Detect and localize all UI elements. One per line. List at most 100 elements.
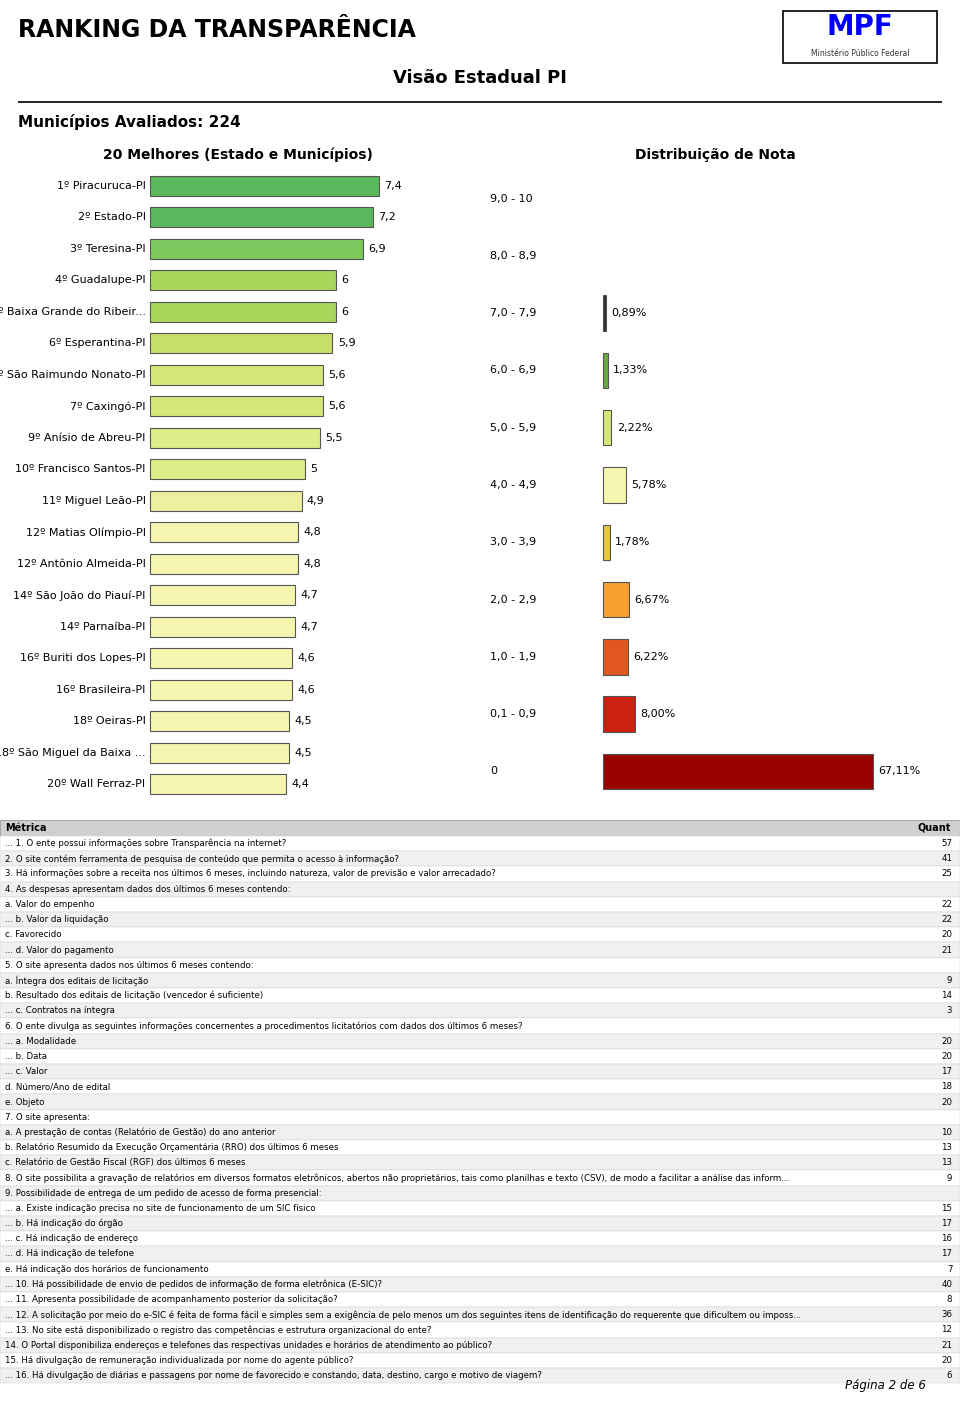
Text: a. Valor do empenho: a. Valor do empenho xyxy=(5,900,94,910)
FancyBboxPatch shape xyxy=(150,397,324,415)
Text: 20: 20 xyxy=(942,1356,952,1364)
Text: 4,5: 4,5 xyxy=(295,748,312,758)
Text: 6. O ente divulga as seguintes informações concernentes a procedimentos licitató: 6. O ente divulga as seguintes informaçõ… xyxy=(5,1021,522,1031)
Text: ... b. Data: ... b. Data xyxy=(5,1052,47,1060)
Text: 1,78%: 1,78% xyxy=(615,538,651,548)
Text: 1,33%: 1,33% xyxy=(613,366,648,376)
Text: 14. O Portal disponibiliza endereços e telefones das respectivas unidades e horá: 14. O Portal disponibiliza endereços e t… xyxy=(5,1340,492,1350)
Text: 14º São João do Piauí-PI: 14º São João do Piauí-PI xyxy=(13,590,146,600)
Text: 12º Antônio Almeida-PI: 12º Antônio Almeida-PI xyxy=(16,559,146,569)
FancyBboxPatch shape xyxy=(150,459,304,479)
Text: ... 16. Há divulgação de diárias e passagens por nome de favorecido e constando,: ... 16. Há divulgação de diárias e passa… xyxy=(5,1371,541,1380)
Text: 9º Anísio de Abreu-PI: 9º Anísio de Abreu-PI xyxy=(28,432,146,442)
Text: 0,89%: 0,89% xyxy=(612,308,647,318)
Text: 6: 6 xyxy=(341,307,348,317)
Text: ... 10. Há possibilidade de envio de pedidos de informação de forma eletrônica (: ... 10. Há possibilidade de envio de ped… xyxy=(5,1280,382,1290)
Text: 4,8: 4,8 xyxy=(303,527,322,538)
Text: ... a. Existe indicação precisa no site de funcionamento de um SIC físico: ... a. Existe indicação precisa no site … xyxy=(5,1204,315,1212)
Text: 5,9: 5,9 xyxy=(338,338,355,348)
Text: 10º Francisco Santos-PI: 10º Francisco Santos-PI xyxy=(15,465,146,474)
Text: 4,6: 4,6 xyxy=(298,653,315,663)
Text: 4,5: 4,5 xyxy=(295,717,312,727)
Text: 2. O site contém ferramenta de pesquisa de conteúdo que permita o acesso à infor: 2. O site contém ferramenta de pesquisa … xyxy=(5,855,398,863)
Text: 6: 6 xyxy=(947,1371,952,1380)
Text: 15: 15 xyxy=(942,1204,952,1212)
Text: 5. O site apresenta dados nos últimos 6 meses contendo:: 5. O site apresenta dados nos últimos 6 … xyxy=(5,960,253,970)
FancyBboxPatch shape xyxy=(150,649,292,667)
Text: 2,22%: 2,22% xyxy=(617,422,653,432)
Text: 4,0 - 4,9: 4,0 - 4,9 xyxy=(490,480,537,490)
Text: 9. Possibilidade de entrega de um pedido de acesso de forma presencial:: 9. Possibilidade de entrega de um pedido… xyxy=(5,1188,322,1198)
Text: 18: 18 xyxy=(942,1083,952,1091)
Text: 11º Miguel Leão-PI: 11º Miguel Leão-PI xyxy=(41,496,146,505)
Text: 1º Piracuruca-PI: 1º Piracuruca-PI xyxy=(57,180,146,190)
Text: RANKING DA TRANSPARÊNCIA: RANKING DA TRANSPARÊNCIA xyxy=(18,18,416,42)
Text: 21: 21 xyxy=(942,1340,952,1350)
Text: ... c. Contratos na íntegra: ... c. Contratos na íntegra xyxy=(5,1007,114,1015)
Text: 40: 40 xyxy=(942,1280,952,1288)
Text: 17: 17 xyxy=(942,1219,952,1228)
Text: 8,0 - 8,9: 8,0 - 8,9 xyxy=(490,251,537,260)
Text: 20: 20 xyxy=(942,1036,952,1046)
Text: 4º Guadalupe-PI: 4º Guadalupe-PI xyxy=(55,275,146,286)
Text: 36: 36 xyxy=(942,1311,952,1319)
Text: 1,0 - 1,9: 1,0 - 1,9 xyxy=(490,652,536,662)
Text: 9: 9 xyxy=(947,1173,952,1183)
Text: ... c. Valor: ... c. Valor xyxy=(5,1067,47,1076)
Text: 3. Há informações sobre a receita nos últimos 6 meses, incluindo natureza, valor: 3. Há informações sobre a receita nos úl… xyxy=(5,870,495,879)
Text: ... 1. O ente possui informações sobre Transparência na internet?: ... 1. O ente possui informações sobre T… xyxy=(5,839,286,849)
Text: Métrica: Métrica xyxy=(5,824,46,834)
Text: Distribuição de Nota: Distribuição de Nota xyxy=(635,148,796,162)
FancyBboxPatch shape xyxy=(150,617,296,636)
Text: 6,22%: 6,22% xyxy=(633,652,668,662)
Text: 10: 10 xyxy=(942,1128,952,1136)
Text: b. Relatório Resumido da Execução Orçamentária (RRO) dos últimos 6 meses: b. Relatório Resumido da Execução Orçame… xyxy=(5,1143,338,1152)
Text: 5,5: 5,5 xyxy=(325,432,343,442)
Text: 14: 14 xyxy=(942,991,952,1000)
Text: 67,11%: 67,11% xyxy=(877,766,920,776)
Text: 2,0 - 2,9: 2,0 - 2,9 xyxy=(490,594,537,604)
Text: ... a. Modalidade: ... a. Modalidade xyxy=(5,1036,76,1046)
Text: 5,78%: 5,78% xyxy=(631,480,666,490)
Text: 20º Wall Ferraz-PI: 20º Wall Ferraz-PI xyxy=(47,779,146,790)
Text: 4,4: 4,4 xyxy=(291,779,309,790)
Text: 6º Esperantina-PI: 6º Esperantina-PI xyxy=(49,338,146,348)
FancyBboxPatch shape xyxy=(150,239,363,259)
Text: 16º Buriti dos Lopes-PI: 16º Buriti dos Lopes-PI xyxy=(20,653,146,663)
Text: 7,4: 7,4 xyxy=(384,180,402,190)
FancyBboxPatch shape xyxy=(603,582,630,617)
Text: 9: 9 xyxy=(947,976,952,986)
Text: 3º Teresina-PI: 3º Teresina-PI xyxy=(70,244,146,253)
FancyBboxPatch shape xyxy=(150,176,379,196)
FancyBboxPatch shape xyxy=(150,553,299,573)
Text: c. Favorecido: c. Favorecido xyxy=(5,931,61,939)
FancyBboxPatch shape xyxy=(150,491,301,511)
FancyBboxPatch shape xyxy=(783,11,937,63)
Text: 21: 21 xyxy=(942,946,952,955)
Text: Página 2 de 6: Página 2 de 6 xyxy=(845,1378,925,1391)
Text: ... c. Há indicação de endereço: ... c. Há indicação de endereço xyxy=(5,1235,138,1243)
FancyBboxPatch shape xyxy=(150,711,289,731)
Text: 18º Oeiras-PI: 18º Oeiras-PI xyxy=(73,717,146,727)
Text: Quant: Quant xyxy=(917,824,950,834)
Text: 6,0 - 6,9: 6,0 - 6,9 xyxy=(490,366,536,376)
Text: ... 13. No site está disponibilizado o registro das competências e estrutura org: ... 13. No site está disponibilizado o r… xyxy=(5,1325,431,1335)
Text: 6,67%: 6,67% xyxy=(635,594,670,604)
Text: 20: 20 xyxy=(942,1052,952,1060)
Text: a. A prestação de contas (Relatório de Gestão) do ano anterior: a. A prestação de contas (Relatório de G… xyxy=(5,1128,276,1138)
Text: 22: 22 xyxy=(942,915,952,924)
Text: 7,0 - 7,9: 7,0 - 7,9 xyxy=(490,308,537,318)
FancyBboxPatch shape xyxy=(150,301,335,321)
Text: 5: 5 xyxy=(310,465,317,474)
Text: 4,9: 4,9 xyxy=(307,496,324,505)
Text: 13: 13 xyxy=(942,1143,952,1152)
Text: 4º Baixa Grande do Ribeir...: 4º Baixa Grande do Ribeir... xyxy=(0,307,146,317)
Text: 5,6: 5,6 xyxy=(328,401,346,411)
Text: 8,00%: 8,00% xyxy=(640,710,675,719)
Text: 4,7: 4,7 xyxy=(300,590,319,600)
Text: ... d. Valor do pagamento: ... d. Valor do pagamento xyxy=(5,946,113,955)
Text: e. Objeto: e. Objeto xyxy=(5,1097,44,1107)
Text: 14º Parnaíba-PI: 14º Parnaíba-PI xyxy=(60,622,146,632)
Text: 20 Melhores (Estado e Municípios): 20 Melhores (Estado e Municípios) xyxy=(103,148,372,162)
Text: MPF: MPF xyxy=(827,13,894,41)
